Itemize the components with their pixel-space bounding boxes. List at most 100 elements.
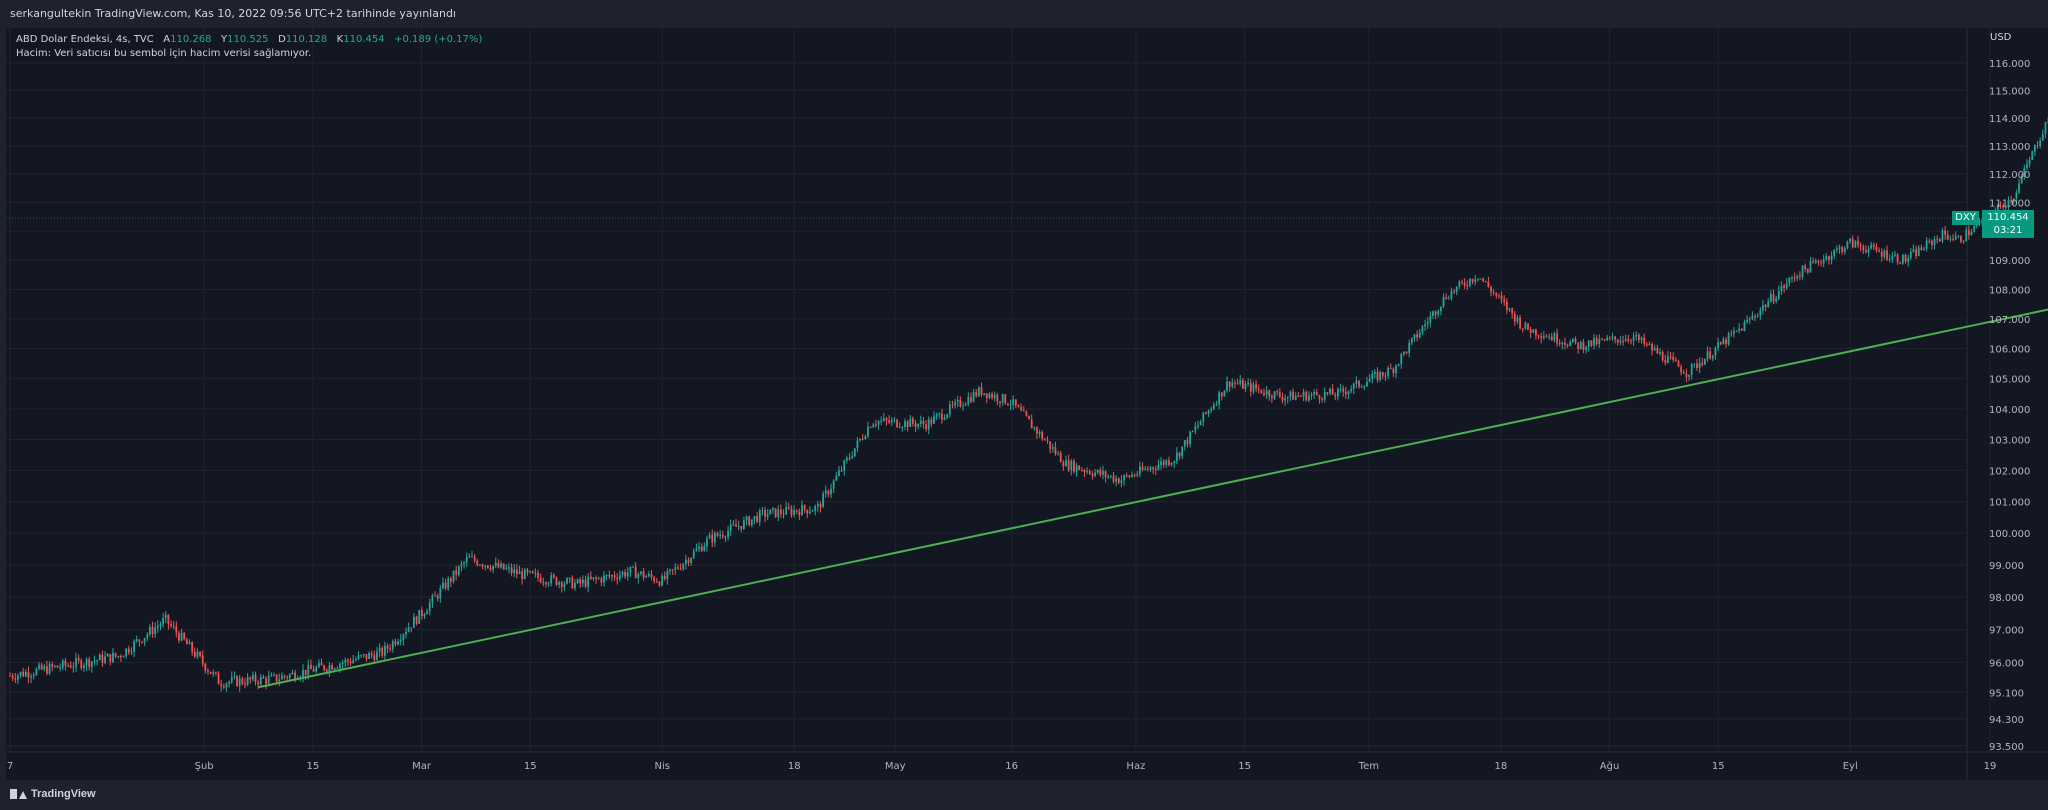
candle-body — [560, 582, 563, 588]
candle-body — [624, 572, 627, 577]
candle-body — [2020, 176, 2023, 184]
chart-pane[interactable] — [6, 28, 1967, 780]
candle-body — [1611, 336, 1614, 339]
candle-body — [1205, 412, 1207, 414]
candle-body — [1767, 301, 1770, 308]
candle-body — [996, 394, 999, 402]
candle-body — [1967, 230, 1970, 236]
candle-body — [1933, 239, 1936, 245]
candle-body — [933, 416, 935, 424]
candle-body — [1733, 330, 1735, 334]
candle-body — [497, 562, 500, 568]
price-tick-label: 93.500 — [1989, 742, 2024, 753]
candle-body — [1677, 360, 1680, 367]
candle-body — [1865, 250, 1867, 253]
candle-body — [1870, 244, 1873, 249]
candle-body — [1622, 340, 1624, 342]
candle-body — [1849, 238, 1851, 242]
candle-body — [713, 533, 716, 543]
candle-body — [1527, 323, 1529, 330]
candle-body — [1719, 342, 1722, 345]
candle-body — [1846, 241, 1849, 248]
candle-body — [415, 616, 418, 624]
candle-body — [1186, 440, 1189, 445]
time-axis[interactable] — [6, 752, 1967, 780]
candle-body — [1775, 298, 1778, 302]
candle-body — [547, 583, 550, 585]
candle-body — [901, 426, 904, 428]
candle-body — [241, 678, 244, 684]
ohlc-line: ABD Dolar Endeksi, 4s, TVC A110.268 Y110… — [16, 33, 482, 47]
candle-body — [1656, 348, 1659, 354]
candle-body — [1360, 386, 1363, 388]
candle-body — [109, 654, 112, 663]
candle-body — [721, 534, 724, 537]
candle-body — [9, 675, 11, 677]
candle-body — [1585, 347, 1587, 350]
candle-body — [1577, 342, 1580, 349]
candle-body — [1571, 338, 1574, 342]
candle-body — [1025, 411, 1028, 416]
candle-body — [460, 564, 463, 567]
candle-body — [1099, 469, 1102, 475]
candle-body — [1073, 461, 1075, 472]
candle-body — [927, 419, 930, 430]
candle-body — [220, 684, 223, 687]
candle-body — [529, 571, 531, 573]
candle-body — [1131, 474, 1133, 478]
candle-body — [1872, 244, 1875, 247]
candle-body — [1315, 391, 1318, 396]
candle-body — [1170, 462, 1173, 465]
candle-body — [1442, 297, 1445, 307]
candle-body — [1249, 382, 1252, 392]
candle-body — [677, 567, 679, 569]
candle-body — [2036, 145, 2039, 147]
candle-body — [484, 565, 487, 567]
candle-body — [294, 672, 297, 680]
candle-body — [843, 460, 846, 471]
candle-body — [1516, 317, 1519, 322]
candle-body — [1783, 285, 1785, 288]
candle-body — [1812, 261, 1815, 263]
candle-body — [537, 572, 539, 578]
candle-body — [962, 405, 964, 407]
candle-body — [1843, 247, 1846, 252]
candle-body — [1049, 441, 1052, 449]
candle-body — [196, 651, 199, 657]
candle-body — [1218, 392, 1221, 405]
candle-body — [212, 672, 215, 674]
price-axis-labels: 116.000 115.000 114.000 113.000 112.000 111.0… — [1989, 59, 2030, 753]
chart-legend[interactable]: ABD Dolar Endeksi, 4s, TVC A110.268 Y110… — [16, 33, 482, 61]
candle-body — [563, 583, 566, 588]
candle-body — [2028, 159, 2031, 165]
candle-body — [317, 662, 320, 668]
candle-body — [727, 530, 729, 538]
candle-body — [1421, 326, 1424, 333]
candle-body — [1410, 338, 1413, 343]
candle-body — [1434, 311, 1437, 315]
candle-body — [17, 675, 19, 680]
candle-body — [1033, 427, 1036, 429]
candle-body — [1260, 389, 1263, 394]
candle-body — [1841, 247, 1844, 252]
trendline[interactable] — [258, 163, 2048, 689]
candle-body — [1498, 295, 1500, 297]
candle-body — [1505, 301, 1508, 310]
candle-body — [1735, 330, 1738, 332]
candle-body — [1894, 254, 1896, 256]
candle-body — [455, 570, 458, 575]
candle-body — [798, 511, 801, 516]
candle-body — [1009, 404, 1012, 406]
candle-body — [611, 575, 613, 577]
candle-body — [513, 569, 516, 573]
time-tick-label: Nis — [655, 761, 670, 772]
candle-body — [1944, 230, 1947, 235]
candle-body — [146, 634, 149, 638]
candle-body — [695, 548, 698, 552]
candle-body — [1302, 392, 1305, 397]
candle-body — [88, 658, 91, 667]
tradingview-logo[interactable]: TradingView — [10, 788, 96, 800]
publish-info: serkangultekin TradingView.com, Kas 10, … — [10, 7, 456, 20]
candle-body — [1746, 319, 1749, 323]
